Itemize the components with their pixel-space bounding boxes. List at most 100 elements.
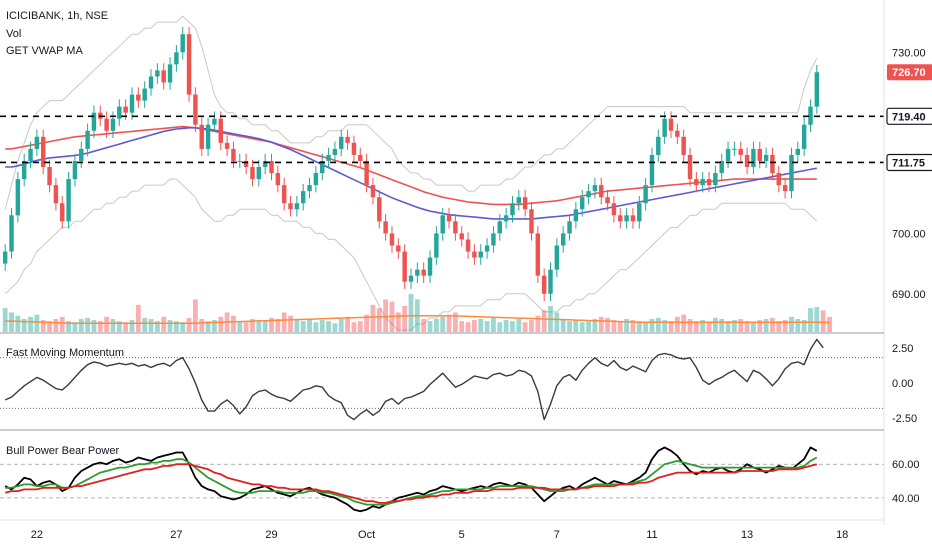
volume-bar (376, 308, 382, 332)
volume-bar (668, 321, 674, 332)
volume-bar (250, 318, 255, 332)
volume-bar (161, 316, 167, 332)
candle-body (262, 160, 268, 167)
candle-body (231, 148, 236, 161)
volume-bar (649, 318, 655, 332)
volume-bar (814, 307, 820, 332)
momentum-title: Fast Moving Momentum (6, 347, 124, 359)
price-tick-label: 730.00 (892, 47, 926, 59)
candle-body (808, 106, 813, 125)
volume-bar (421, 318, 427, 332)
candle-body (738, 148, 743, 155)
volume-bar (719, 318, 725, 332)
candle-body (377, 197, 382, 222)
volume-bar (269, 317, 274, 332)
volume-bar (440, 316, 446, 332)
volume-bar (510, 321, 515, 332)
volume-bar (693, 321, 699, 332)
candle-body (472, 251, 477, 258)
candle-body (288, 203, 293, 210)
candle-body (459, 233, 464, 240)
candle-body (218, 118, 223, 143)
volume-bar (776, 321, 782, 332)
bull-bear-green-line (5, 456, 818, 506)
candle-body (719, 160, 724, 174)
volume-bar (789, 316, 794, 332)
candle-body (34, 136, 40, 149)
candle-body (637, 203, 642, 222)
time-tick-label: 22 (31, 529, 43, 541)
candle-body (573, 209, 579, 222)
volume-bar (275, 318, 281, 332)
volume-bar (827, 316, 832, 332)
candle-body (548, 269, 553, 294)
time-tick-label: 11 (646, 529, 657, 541)
volume-bar (491, 317, 496, 332)
candle-body (510, 203, 515, 216)
volume-bar (598, 316, 604, 332)
volume-bar (154, 321, 160, 332)
volume-bar (687, 318, 693, 332)
volume-bar (465, 322, 471, 332)
candle-body (275, 173, 281, 186)
volume-bar (192, 299, 198, 332)
volume-bar (212, 320, 217, 332)
volume-bar (300, 321, 306, 332)
candle-body (560, 233, 566, 246)
vol-legend[interactable]: Vol (6, 28, 22, 40)
candle-body (250, 167, 255, 180)
price-tick-label: 700.00 (892, 228, 926, 240)
bull-bear-black-line (4, 446, 818, 513)
candle-body (294, 203, 300, 210)
candle-body (205, 124, 211, 149)
candle-body (649, 154, 655, 186)
volume-bar (706, 322, 712, 332)
candle-body (687, 154, 693, 180)
momentum-tick-label: -2.50 (892, 413, 917, 425)
candle-body (694, 179, 699, 186)
volume-bar (262, 321, 268, 332)
volume-bar (605, 317, 610, 332)
volume-bar (757, 320, 763, 332)
volume-bar (395, 312, 401, 332)
price-label-box (886, 107, 932, 125)
volume-bar (319, 320, 325, 332)
volume-bar (459, 321, 465, 332)
candle-body (541, 275, 547, 294)
candle-body (599, 185, 604, 198)
candle-body (706, 179, 712, 186)
volume-bar (655, 317, 661, 332)
volume-bar (535, 315, 541, 332)
volume-bar (751, 322, 756, 332)
candle-body (427, 257, 433, 276)
volume-bar (9, 312, 14, 332)
bollinger-upper-line (4, 15, 818, 210)
candle-body (484, 245, 490, 252)
volume-bar (370, 304, 376, 332)
volume-bar (795, 318, 801, 332)
candle-body (478, 251, 483, 258)
candle-body (53, 185, 59, 204)
volume-bar (2, 308, 8, 332)
candle-body (129, 94, 135, 113)
candle-body (72, 160, 78, 180)
candle-body (801, 124, 807, 149)
time-axis[interactable]: 22 27 29 Oct 5 7 11 13 18 (31, 529, 849, 541)
vwap-legend[interactable]: GET VWAP MA (6, 45, 83, 57)
volume-bar (770, 317, 775, 332)
candle-body (751, 148, 756, 167)
bull-bear-pane (0, 446, 884, 513)
symbol-legend[interactable]: ICICIBANK, 1h, NSE (6, 10, 109, 22)
volume-bar (529, 320, 534, 332)
candle-body (269, 160, 274, 174)
volume-bar (47, 321, 52, 332)
volume-bar (243, 322, 249, 332)
candle-body (586, 191, 591, 198)
momentum-line (4, 338, 824, 421)
bollinger-lower-line (4, 178, 818, 331)
volume-bar (21, 318, 27, 332)
candle-body (630, 215, 636, 222)
volume-bar (573, 320, 579, 332)
right-price-axis[interactable]: 730.00 700.00 690.00 726.70 719.40 711.75 2.50… (0, 0, 932, 525)
